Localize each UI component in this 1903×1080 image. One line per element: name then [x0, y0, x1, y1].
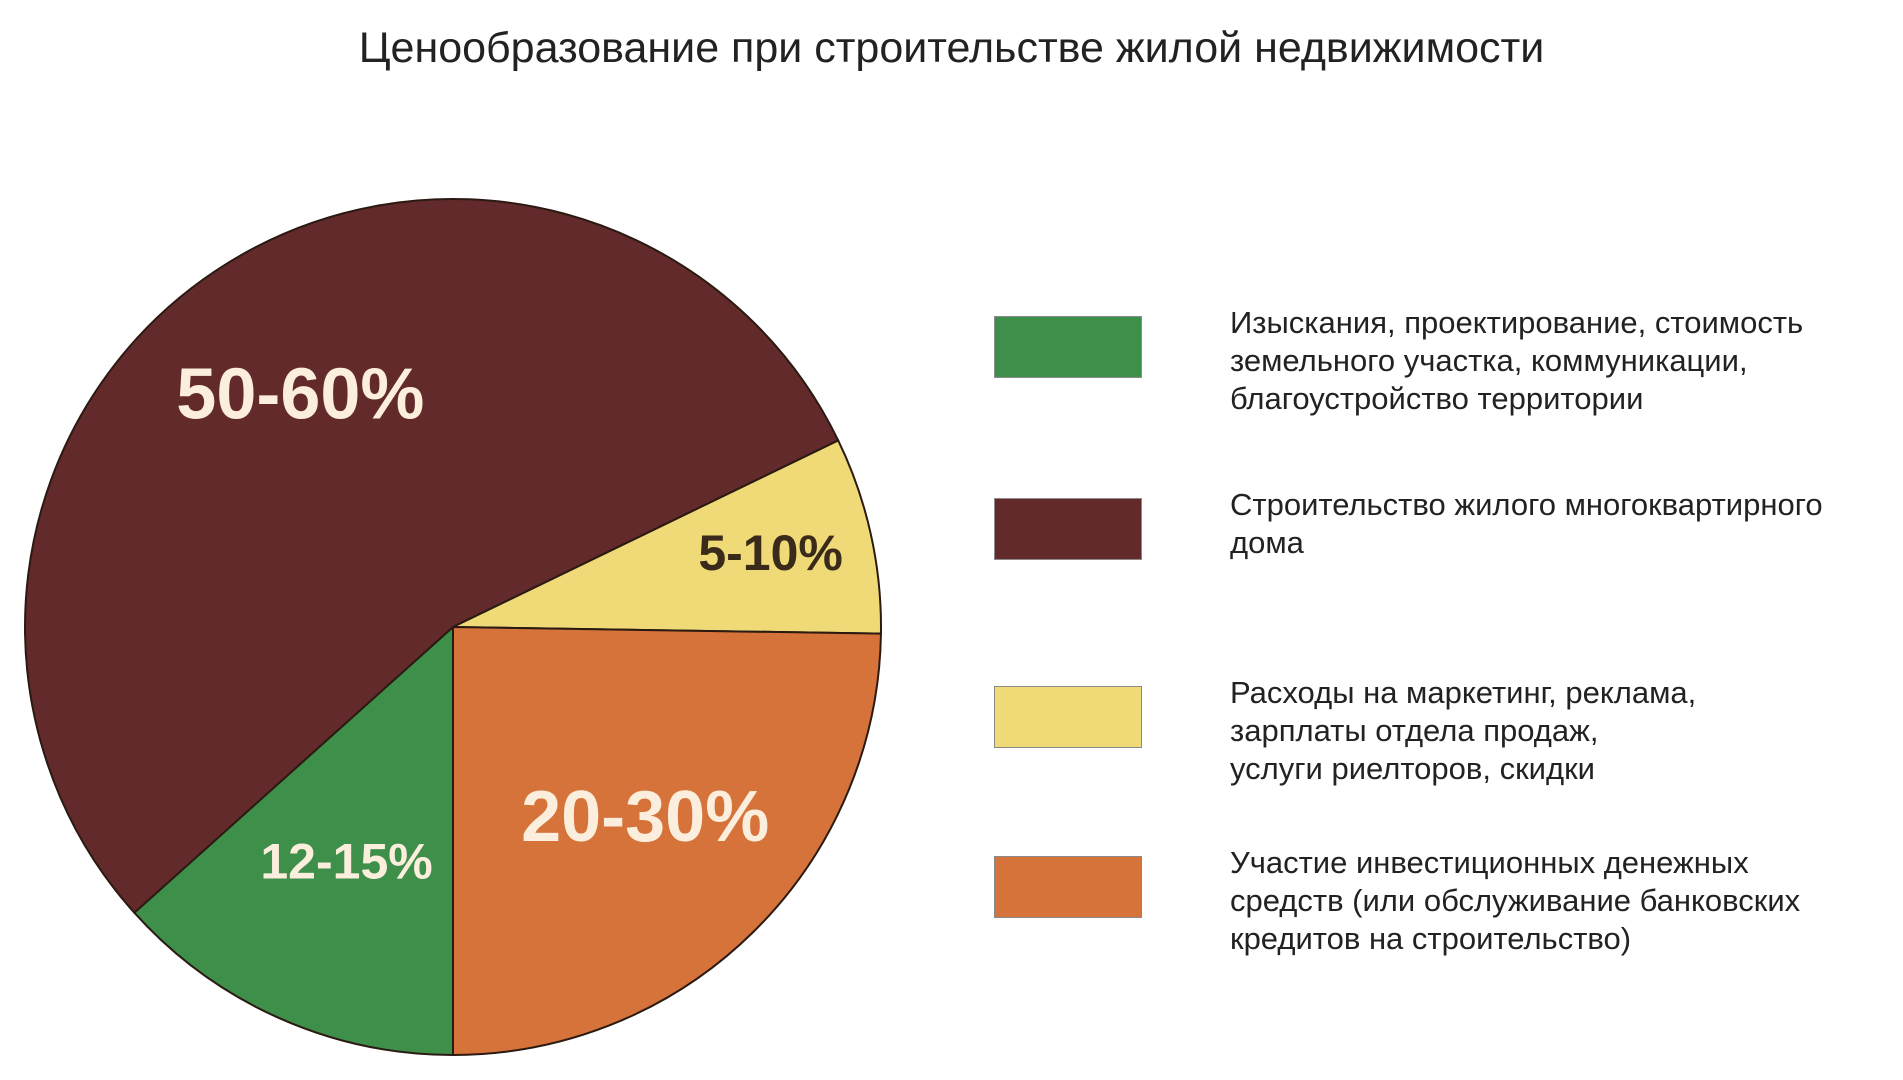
legend-item-construction: Строительство жилого многоквартирного до… — [994, 487, 1874, 618]
slice-label: 20-30% — [521, 777, 769, 857]
legend-swatch-yellow — [994, 686, 1142, 748]
legend-item-marketing: Расходы на маркетинг, реклама, зарплаты … — [994, 675, 1874, 806]
slice-50-60 — [24, 198, 840, 915]
slice-label: 12-15% — [260, 834, 432, 890]
legend-item-investment: Участие инвестиционных денежных средств … — [994, 845, 1874, 976]
slice-label: 50-60% — [176, 355, 424, 435]
legend-swatch-green — [994, 316, 1142, 378]
legend-label: Строительство жилого многоквартирного до… — [1230, 487, 1823, 560]
legend-label: Расходы на маркетинг, реклама, зарплаты … — [1230, 675, 1697, 786]
legend-label: Изыскания, проектирование, стоимость зем… — [1230, 305, 1804, 416]
legend-swatch-orange — [994, 856, 1142, 918]
chart-title: Ценообразование при строительстве жилой … — [358, 24, 1545, 72]
slice-label: 5-10% — [698, 525, 843, 581]
legend-item-survey: Изыскания, проектирование, стоимость зем… — [994, 305, 1874, 436]
legend-swatch-brown — [994, 498, 1142, 560]
slice-12-15 — [132, 624, 454, 1057]
slice-5-10 — [452, 439, 882, 635]
slice-20-30 — [452, 625, 882, 1057]
legend-label: Участие инвестиционных денежных средств … — [1230, 845, 1801, 956]
